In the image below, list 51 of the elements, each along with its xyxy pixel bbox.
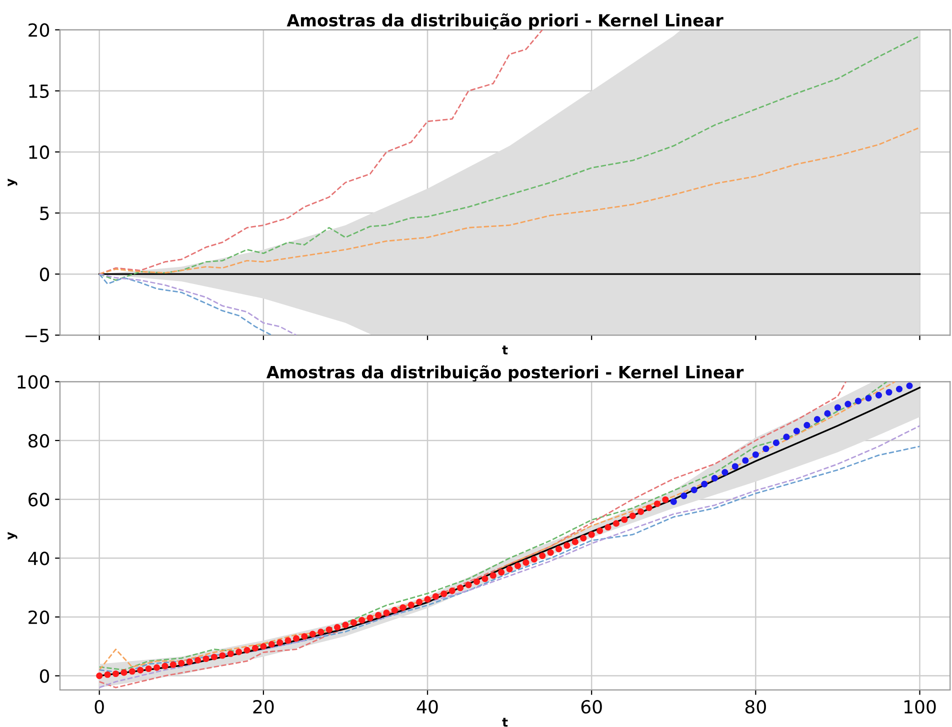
y-tick-label: −5 [26, 328, 49, 342]
x-tick-label: 60 [581, 700, 602, 714]
point [854, 398, 862, 404]
point [690, 486, 698, 494]
y-tick-label: 40 [28, 552, 50, 566]
point [896, 386, 903, 392]
point [732, 463, 738, 470]
point [711, 474, 718, 482]
x-tick-label: 0 [94, 700, 104, 714]
x-tick-label: 100 [904, 700, 936, 714]
x-axis-title: t [502, 346, 508, 354]
line-series [98, 30, 544, 275]
x-axis-title: t [502, 718, 508, 727]
point [762, 445, 770, 452]
line-series [98, 35, 920, 281]
point [844, 400, 852, 408]
y-axis-title: y [8, 178, 18, 186]
y-tick-label: 10 [29, 145, 50, 160]
y-tick-label: 0 [40, 669, 50, 683]
y-tick-label: 0 [40, 268, 50, 282]
point [793, 428, 800, 434]
x-tick-label: 80 [745, 700, 766, 714]
point [670, 498, 677, 505]
point [752, 451, 759, 458]
chart-title: Amostras da distribuição priori - Kernel Linear [286, 13, 724, 30]
x-tick-label: 40 [416, 700, 438, 714]
point [886, 388, 892, 396]
point [772, 440, 780, 446]
y-tick-label: 80 [28, 434, 50, 448]
point [865, 394, 872, 402]
y-axis-title: y [8, 532, 18, 540]
y-tick-label: 20 [28, 23, 50, 37]
point [742, 457, 749, 464]
point [824, 410, 831, 417]
point [722, 468, 728, 476]
x-tick-label: 20 [253, 700, 274, 714]
point [804, 422, 810, 428]
point [906, 382, 913, 390]
point [814, 416, 820, 423]
point [701, 480, 708, 488]
y-tick-label: 5 [40, 206, 49, 220]
y-tick-label: 100 [18, 375, 50, 389]
line-series [98, 126, 920, 275]
chart-title: Amostras da distribuição posteriori - Kernel Linear [266, 365, 744, 382]
y-tick-label: 60 [28, 492, 50, 506]
y-tick-label: 15 [29, 84, 49, 98]
point [680, 492, 688, 500]
point [783, 434, 790, 440]
point [875, 392, 882, 398]
point [834, 404, 841, 411]
y-tick-label: 20 [28, 610, 50, 624]
